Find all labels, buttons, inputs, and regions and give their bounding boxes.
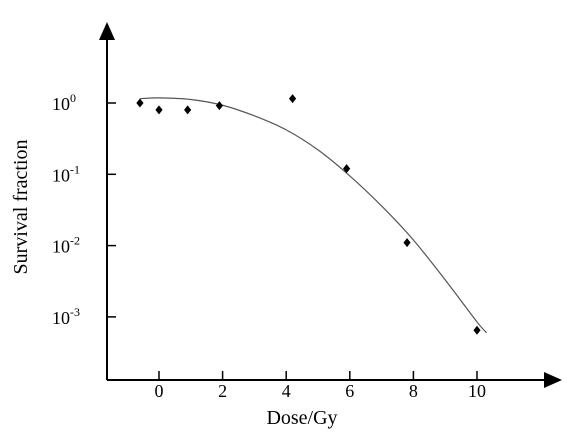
x-tick-label: 8: [409, 381, 418, 401]
data-point-diamond: [155, 105, 163, 115]
data-point-diamond: [473, 325, 481, 335]
fit-curve: [139, 97, 487, 334]
data-point-diamond: [136, 98, 144, 108]
x-axis-label: Dose/Gy: [266, 407, 337, 429]
y-tick-label: 10-2: [52, 234, 80, 257]
x-tick-label: 6: [345, 381, 354, 401]
x-ticks: 0 2 4 6 8 10: [155, 371, 486, 401]
fit-curve-layer: [139, 97, 487, 334]
data-point-diamond: [215, 101, 224, 111]
y-tick-label: 100: [52, 91, 76, 114]
x-tick-label: 0: [155, 381, 164, 401]
x-tick-label: 10: [468, 381, 486, 401]
data-point-diamond: [343, 164, 351, 174]
y-tick-label: 10-3: [52, 305, 80, 328]
y-ticks: 100 10-1 10-2 10-3: [52, 91, 116, 328]
data-point-diamond: [403, 238, 411, 248]
data-point-diamond: [184, 105, 192, 115]
x-tick-label: 4: [282, 381, 291, 401]
y-axis-label: Survival fraction: [10, 140, 32, 275]
axes: [99, 22, 562, 388]
y-tick-label: 10-1: [52, 162, 80, 185]
y-axis-arrow-icon: [99, 22, 115, 40]
x-axis-arrow-icon: [544, 372, 562, 388]
x-tick-label: 2: [218, 381, 227, 401]
data-points-layer: [136, 94, 481, 335]
data-point-diamond: [288, 94, 297, 104]
